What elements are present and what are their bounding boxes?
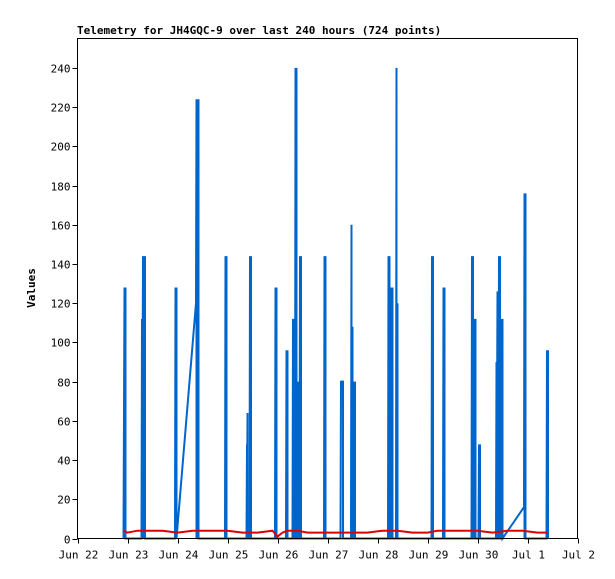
x-tick-label: Jun 26 — [259, 549, 299, 562]
x-tick-label: Jun 25 — [209, 549, 249, 562]
x-tick-label: Jun 22 — [59, 549, 99, 562]
y-axis: 0 20 40 60 80 100 120 140 160 180 200 220 240 — [51, 63, 78, 547]
y-axis-label: Values — [25, 268, 38, 308]
chart-title: Telemetry for JH4GQC-9 over last 240 hou… — [77, 24, 441, 37]
y-tick-label: 200 — [51, 141, 71, 154]
y-tick-label: 220 — [51, 102, 71, 115]
series-line-0 — [122, 67, 549, 542]
y-tick-label: 100 — [51, 337, 71, 350]
x-tick-label: Jul 1 — [512, 549, 545, 562]
y-tick-label: 40 — [57, 455, 70, 468]
y-tick-label: 160 — [51, 220, 71, 233]
y-tick-label: 80 — [57, 377, 70, 390]
series-line-1 — [123, 529, 548, 538]
y-tick-label: 120 — [51, 298, 71, 311]
x-tick-label: Jun 24 — [159, 549, 199, 562]
y-tick-label: 0 — [64, 534, 71, 547]
y-tick-label: 240 — [51, 63, 71, 76]
y-tick-label: 60 — [57, 416, 70, 429]
x-tick-label: Jun 27 — [309, 549, 349, 562]
x-tick-label: Jun 23 — [109, 549, 149, 562]
x-tick-label: Jun 30 — [459, 549, 499, 562]
x-tick-label: Jul 2 — [562, 549, 595, 562]
x-axis: Jun 22 Jun 23 Jun 24 Jun 25 Jun 26 Jun 27 Jun … — [59, 538, 595, 562]
x-tick-label: Jun 28 — [359, 549, 399, 562]
y-tick-label: 180 — [51, 181, 71, 194]
y-tick-label: 140 — [51, 259, 71, 272]
series-layer — [122, 67, 549, 542]
x-tick-label: Jun 29 — [409, 549, 449, 562]
y-tick-label: 20 — [57, 494, 70, 507]
